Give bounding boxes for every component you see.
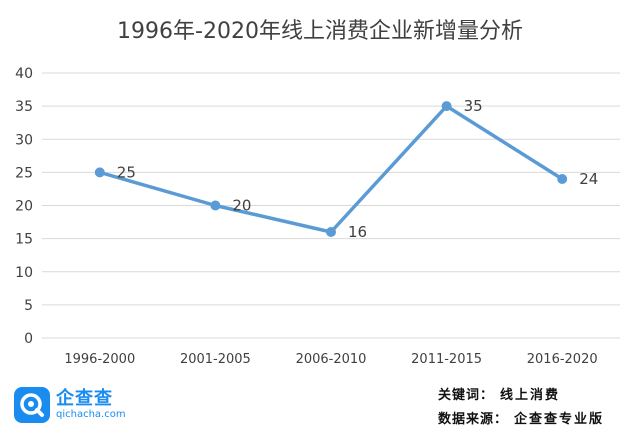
keyword-label: 关键词： <box>438 388 495 403</box>
data-point <box>557 174 568 184</box>
x-tick-label: 1996-2000 <box>64 352 135 367</box>
source-label: 数据来源： <box>438 412 509 427</box>
data-label: 24 <box>579 170 598 188</box>
axis-labels: 0 5 10 15 20 25 30 35 40 1996-2000 2001-2005 2006-2… <box>15 66 597 367</box>
data-point <box>441 101 452 112</box>
keyword-value: 线上消费 <box>500 388 561 403</box>
y-tick-label: 20 <box>15 199 33 215</box>
logo-icon <box>14 387 50 423</box>
x-tick-label: 2001-2005 <box>180 352 251 367</box>
data-label: 25 <box>117 163 136 181</box>
chart-title: 1996年-2020年线上消费企业新增量分析 <box>117 19 523 44</box>
y-tick-label: 40 <box>15 66 33 82</box>
source-block: 关键词： 线上消费 数据来源： 企查查专业版 <box>438 384 604 432</box>
y-tick-label: 30 <box>15 132 33 148</box>
grid-lines <box>42 72 620 339</box>
y-tick-label: 25 <box>15 165 33 181</box>
logo-name: 企查查 <box>56 388 113 409</box>
y-tick-label: 0 <box>24 331 33 347</box>
data-point <box>210 200 221 211</box>
keyword-row: 关键词： 线上消费 <box>438 384 604 408</box>
y-tick-label: 35 <box>15 99 33 115</box>
x-tick-label: 2011-2015 <box>411 352 482 367</box>
x-tick-label: 2016-2020 <box>527 352 598 367</box>
y-tick-label: 5 <box>24 298 33 314</box>
source-value: 企查查专业版 <box>514 412 605 427</box>
y-tick-label: 10 <box>15 265 33 281</box>
data-label: 35 <box>464 97 483 115</box>
data-point <box>94 167 105 178</box>
source-row: 数据来源： 企查查专业版 <box>438 408 604 432</box>
series-layer: 25 20 16 35 24 <box>94 97 598 241</box>
data-point <box>326 227 336 237</box>
y-tick-label: 15 <box>15 232 33 248</box>
data-label: 16 <box>348 223 367 241</box>
x-tick-label: 2006-2010 <box>296 352 367 367</box>
series-line <box>99 104 564 234</box>
data-label: 20 <box>232 197 251 215</box>
logo-url: qichacha.com <box>56 409 126 420</box>
logo: 企查查 qichacha.com <box>14 387 126 423</box>
